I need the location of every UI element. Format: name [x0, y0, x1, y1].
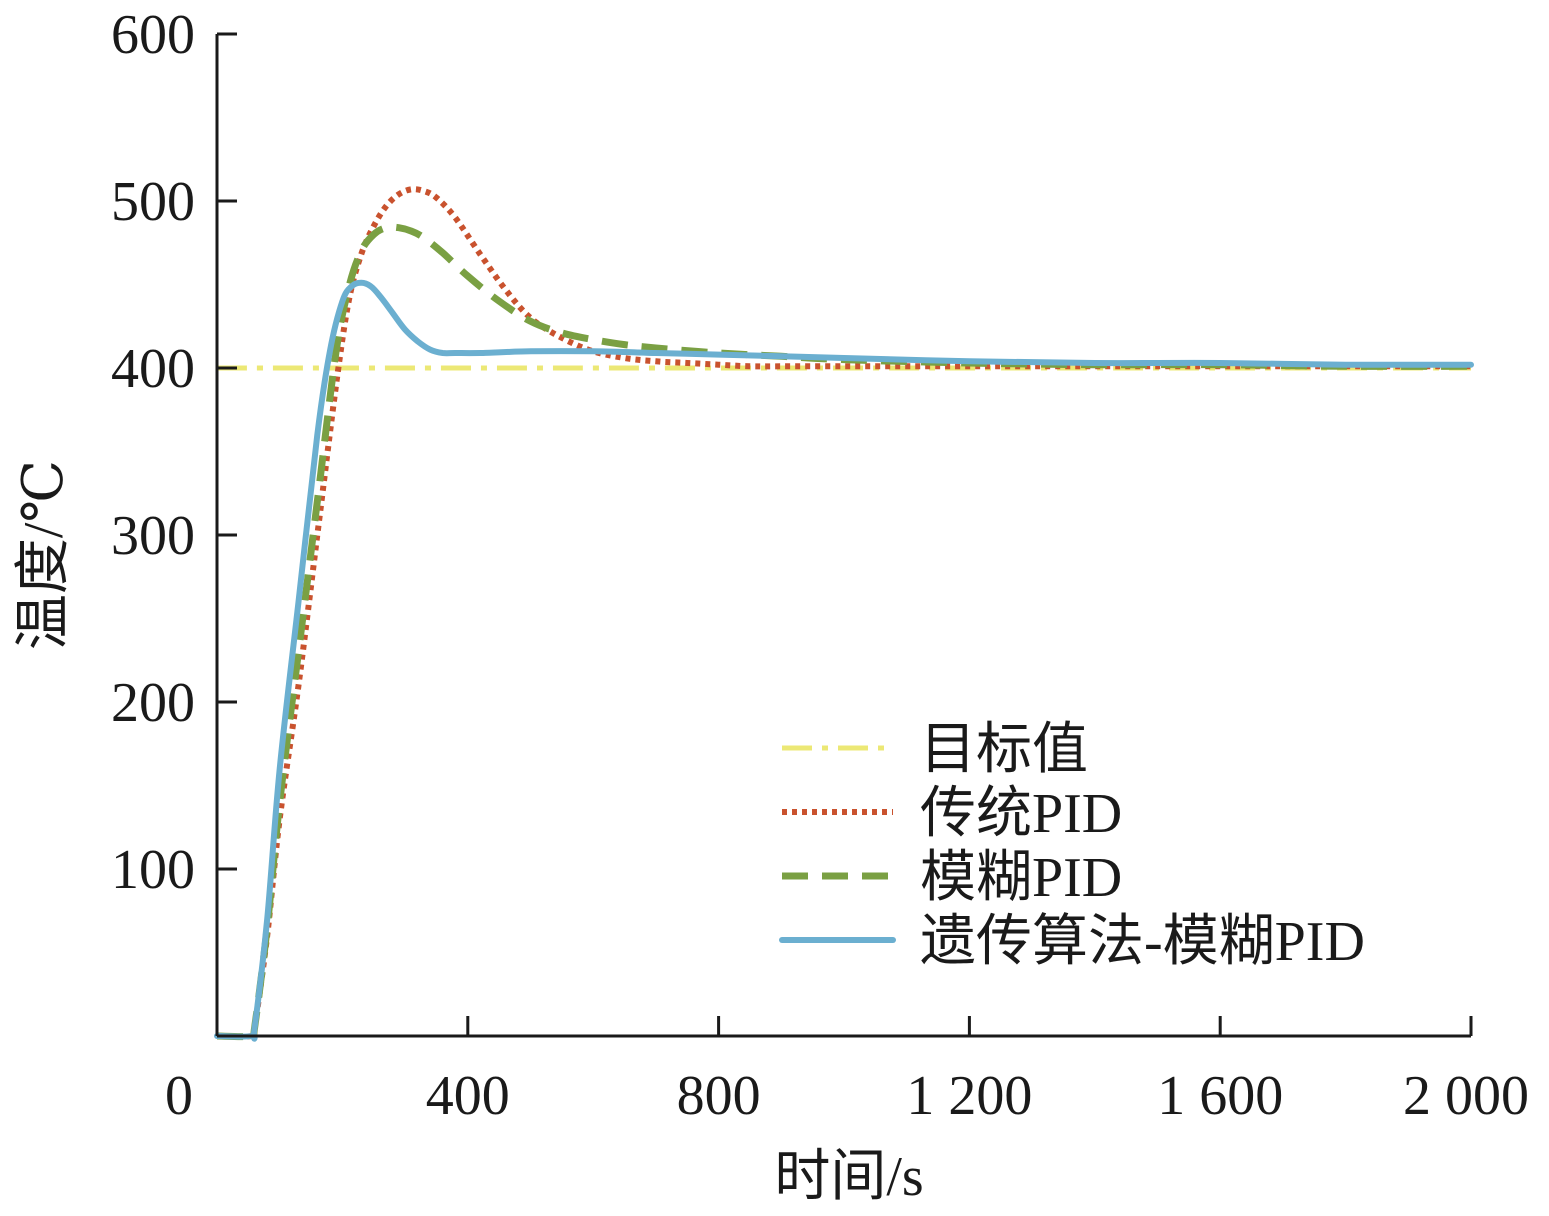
x-tick-label: 1 200 [906, 1065, 1032, 1127]
x-tick-label: 800 [677, 1065, 761, 1127]
y-axis-title: 温度/℃ [13, 460, 75, 650]
legend-label: 传统PID [920, 783, 1122, 845]
x-tick-label: 1 600 [1157, 1065, 1283, 1127]
x-tick-label: 2 000 [1403, 1065, 1529, 1127]
y-tick-label: 100 [111, 839, 195, 901]
legend-label: 遗传算法-模糊PID [920, 911, 1365, 973]
x-axis-title: 时间/s [774, 1146, 923, 1208]
x-tick-label: 400 [426, 1065, 510, 1127]
y-tick-label: 300 [111, 505, 195, 567]
legend-label: 目标值 [920, 719, 1088, 781]
x-tick-label: 0 [165, 1065, 193, 1127]
y-tick-label: 400 [111, 338, 195, 400]
y-tick-label: 200 [111, 672, 195, 734]
y-tick-label: 600 [111, 4, 195, 66]
legend-label: 模糊PID [920, 847, 1122, 909]
x-axis-ticks: 0 400 800 1 200 1 600 2 000 [165, 1016, 1529, 1127]
axes [215, 34, 1471, 1038]
series-line-3 [214, 279, 1474, 1042]
y-tick-label: 500 [111, 171, 195, 233]
y-axis-ticks: 100 200 300 400 500 600 [111, 4, 237, 901]
plot-series [214, 186, 1474, 1042]
